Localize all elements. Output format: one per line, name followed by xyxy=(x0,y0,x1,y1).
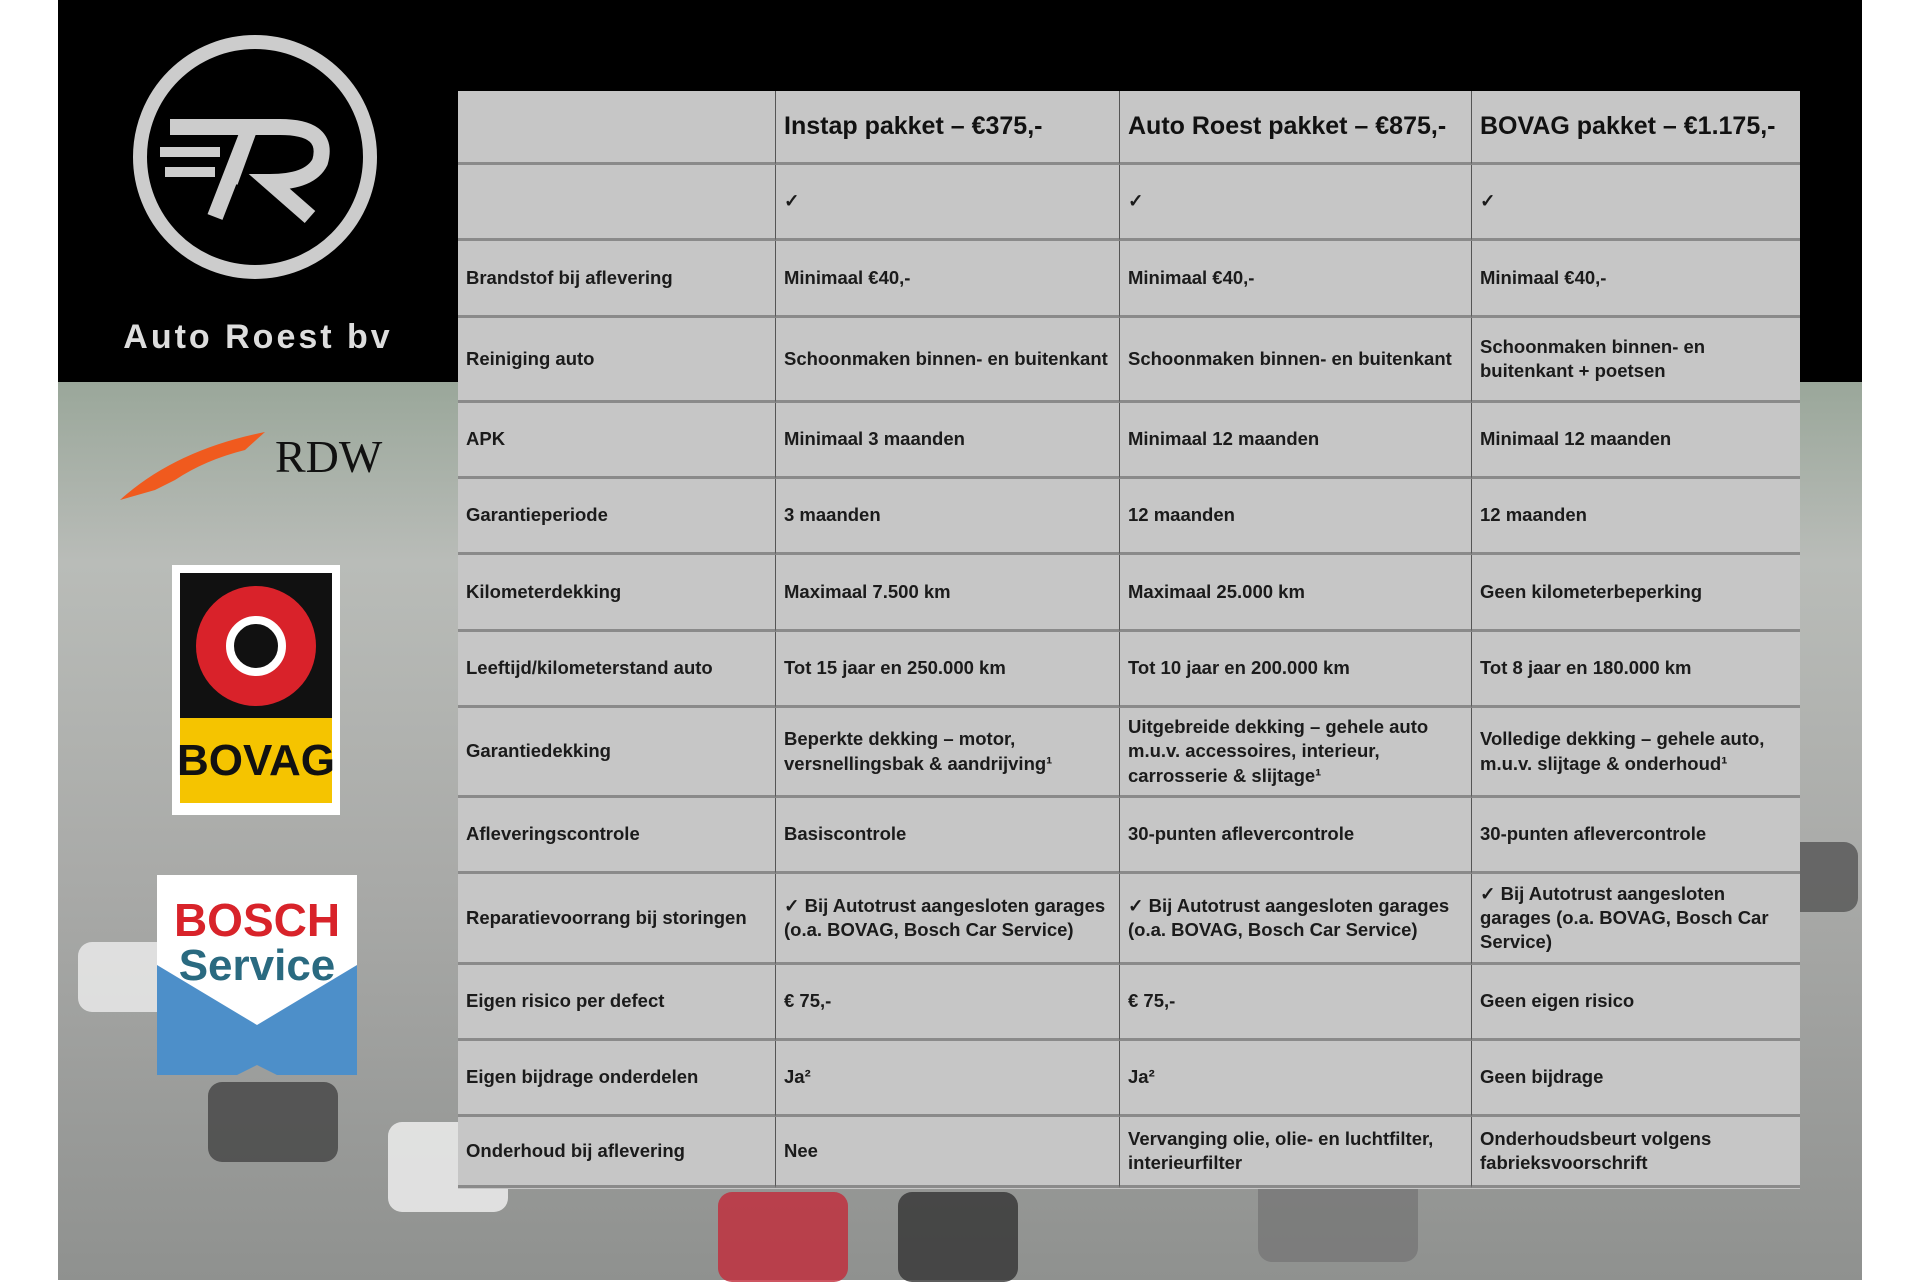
row-label: Eigen bijdrage onderdelen xyxy=(458,1041,776,1117)
table-cell: Tot 8 jaar en 180.000 km xyxy=(1472,632,1800,708)
row-label: APK xyxy=(458,403,776,479)
table-cell: € 75,- xyxy=(1120,965,1472,1041)
table-cell: Maximaal 7.500 km xyxy=(776,555,1120,632)
table-cell: 3 maanden xyxy=(776,479,1120,555)
table-cell: ✓ Bij Autotrust aangesloten garages (o.a… xyxy=(776,874,1120,965)
bosch-service-logo: BOSCH Service xyxy=(157,875,357,1075)
row-label: Afleveringscontrole xyxy=(458,798,776,874)
table-cell: 12 maanden xyxy=(1120,479,1472,555)
table-cell: ✓ Bij Autotrust aangesloten garages (o.a… xyxy=(1472,874,1800,965)
table-cell: Schoonmaken binnen- en buitenkant xyxy=(1120,318,1472,403)
table-cell: Geen bijdrage xyxy=(1472,1041,1800,1117)
table-cell: 12 maanden xyxy=(1472,479,1800,555)
table-cell: Minimaal 12 maanden xyxy=(1472,403,1800,479)
table-cell: ✓ xyxy=(1120,165,1472,241)
table-cell: ✓ xyxy=(1472,165,1800,241)
column-header: Auto Roest pakket – €875,- xyxy=(1120,91,1472,165)
row-label: Brandstof bij aflevering xyxy=(458,241,776,318)
table-cell: Ja² xyxy=(776,1041,1120,1117)
rdw-text: RDW xyxy=(275,431,383,482)
table-cell: Volledige dekking – gehele auto, m.u.v. … xyxy=(1472,708,1800,798)
table-cell: ✓ xyxy=(776,165,1120,241)
auto-roest-logo xyxy=(133,35,377,279)
column-header xyxy=(458,91,776,165)
table-cell: Minimaal 3 maanden xyxy=(776,403,1120,479)
table-cell: Schoonmaken binnen- en buitenkant + poet… xyxy=(1472,318,1800,403)
row-label: Garantiedekking xyxy=(458,708,776,798)
table-cell: Minimaal €40,- xyxy=(1472,241,1800,318)
row-label: Eigen risico per defect xyxy=(458,965,776,1041)
row-label: Reparatievoorrang bij storingen xyxy=(458,874,776,965)
table-cell: 30-punten aflevercontrole xyxy=(1120,798,1472,874)
table-cell: Minimaal €40,- xyxy=(1120,241,1472,318)
table-cell: Beperkte dekking – motor, versnellingsba… xyxy=(776,708,1120,798)
table-cell: Nee xyxy=(776,1117,1120,1188)
table-cell: Tot 15 jaar en 250.000 km xyxy=(776,632,1120,708)
row-label: Leeftijd/kilometerstand auto xyxy=(458,632,776,708)
brand-name: Auto Roest bv xyxy=(123,318,393,356)
table-cell: Minimaal 12 maanden xyxy=(1120,403,1472,479)
row-label: Onderhoud bij aflevering xyxy=(458,1117,776,1188)
comparison-table: Instap pakket – €375,- Auto Roest pakket … xyxy=(458,91,1800,1189)
row-label: Garantieperiode xyxy=(458,479,776,555)
column-header: Instap pakket – €375,- xyxy=(776,91,1120,165)
table-cell: Geen eigen risico xyxy=(1472,965,1800,1041)
rdw-logo: RDW xyxy=(115,420,405,510)
row-label: Kilometerdekking xyxy=(458,555,776,632)
table-cell: Onderhoudsbeurt volgens fabrieksvoorschr… xyxy=(1472,1117,1800,1188)
table-cell: Schoonmaken binnen- en buitenkant xyxy=(776,318,1120,403)
table-cell: Tot 10 jaar en 200.000 km xyxy=(1120,632,1472,708)
table-cell: Ja² xyxy=(1120,1041,1472,1117)
table-cell: Maximaal 25.000 km xyxy=(1120,555,1472,632)
bovag-text: BOVAG xyxy=(177,718,335,803)
column-header: BOVAG pakket – €1.175,- xyxy=(1472,91,1800,165)
row-label: Reiniging auto xyxy=(458,318,776,403)
bovag-logo: BOVAG xyxy=(172,565,340,815)
table-cell: Geen kilometerbeperking xyxy=(1472,555,1800,632)
row-label xyxy=(458,165,776,241)
table-cell: Minimaal €40,- xyxy=(776,241,1120,318)
table-cell: € 75,- xyxy=(776,965,1120,1041)
table-cell: 30-punten aflevercontrole xyxy=(1472,798,1800,874)
table-cell: Basiscontrole xyxy=(776,798,1120,874)
table-cell: ✓ Bij Autotrust aangesloten garages (o.a… xyxy=(1120,874,1472,965)
table-cell: Vervanging olie, olie- en luchtfilter, i… xyxy=(1120,1117,1472,1188)
table-cell: Uitgebreide dekking – gehele auto m.u.v.… xyxy=(1120,708,1472,798)
